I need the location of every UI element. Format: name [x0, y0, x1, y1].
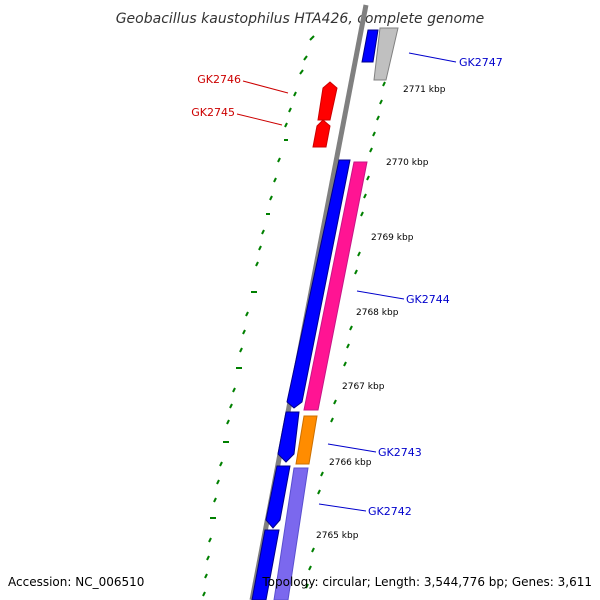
gene-block-inner-4[interactable] [251, 529, 280, 600]
tick-label-2769: 2769 kbp [371, 233, 414, 243]
genome-summary: Topology: circular; Length: 3,544,776 bp… [261, 575, 592, 589]
ruler-track [305, 63, 389, 589]
gene-block-inner-1[interactable] [286, 159, 351, 409]
tick-label-2771: 2771 kbp [403, 85, 446, 95]
gene-gk2743-arrow[interactable] [295, 415, 318, 465]
gene-label-gk2742[interactable]: GK2742 [368, 505, 412, 518]
gene-label-gk2747[interactable]: GK2747 [459, 56, 503, 69]
gene-label-gk2746[interactable]: GK2746 [197, 73, 241, 86]
tick-label-2766: 2766 kbp [329, 458, 372, 468]
gk2743-leader-line [327, 443, 377, 453]
gk2744-leader-line [356, 290, 405, 300]
gk2742-leader-line [318, 503, 367, 512]
gene-label-gk2744[interactable]: GK2744 [406, 293, 450, 306]
gene-gk2747-inner-arrow[interactable] [361, 29, 379, 63]
gene-block-inner-3[interactable] [265, 465, 291, 529]
gene-block-inner-2[interactable] [277, 411, 300, 463]
gc-skew-track-outer [202, 35, 315, 597]
tick-label-2770: 2770 kbp [386, 158, 429, 168]
gene-label-gk2743[interactable]: GK2743 [378, 446, 422, 459]
tick-label-2765: 2765 kbp [316, 531, 359, 541]
gene-gk2747-arrow[interactable] [373, 27, 399, 81]
gene-gk2744-arrow[interactable] [303, 161, 368, 411]
gene-label-gk2745[interactable]: GK2745 [191, 106, 235, 119]
gene-gk2746-arrow[interactable] [317, 81, 338, 121]
gene-gk2742-arrow[interactable] [273, 467, 309, 600]
gene-gk2745-arrow[interactable] [312, 119, 331, 148]
gk2747-leader-line [408, 52, 457, 63]
tick-label-2768: 2768 kbp [356, 308, 399, 318]
accession-label: Accession: NC_006510 [8, 575, 144, 589]
gk2746-leader-line [242, 80, 289, 94]
genome-title: Geobacillus kaustophilus HTA426, complet… [116, 11, 485, 27]
gk2745-leader-line [236, 113, 283, 126]
tick-label-2767: 2767 kbp [342, 382, 385, 392]
